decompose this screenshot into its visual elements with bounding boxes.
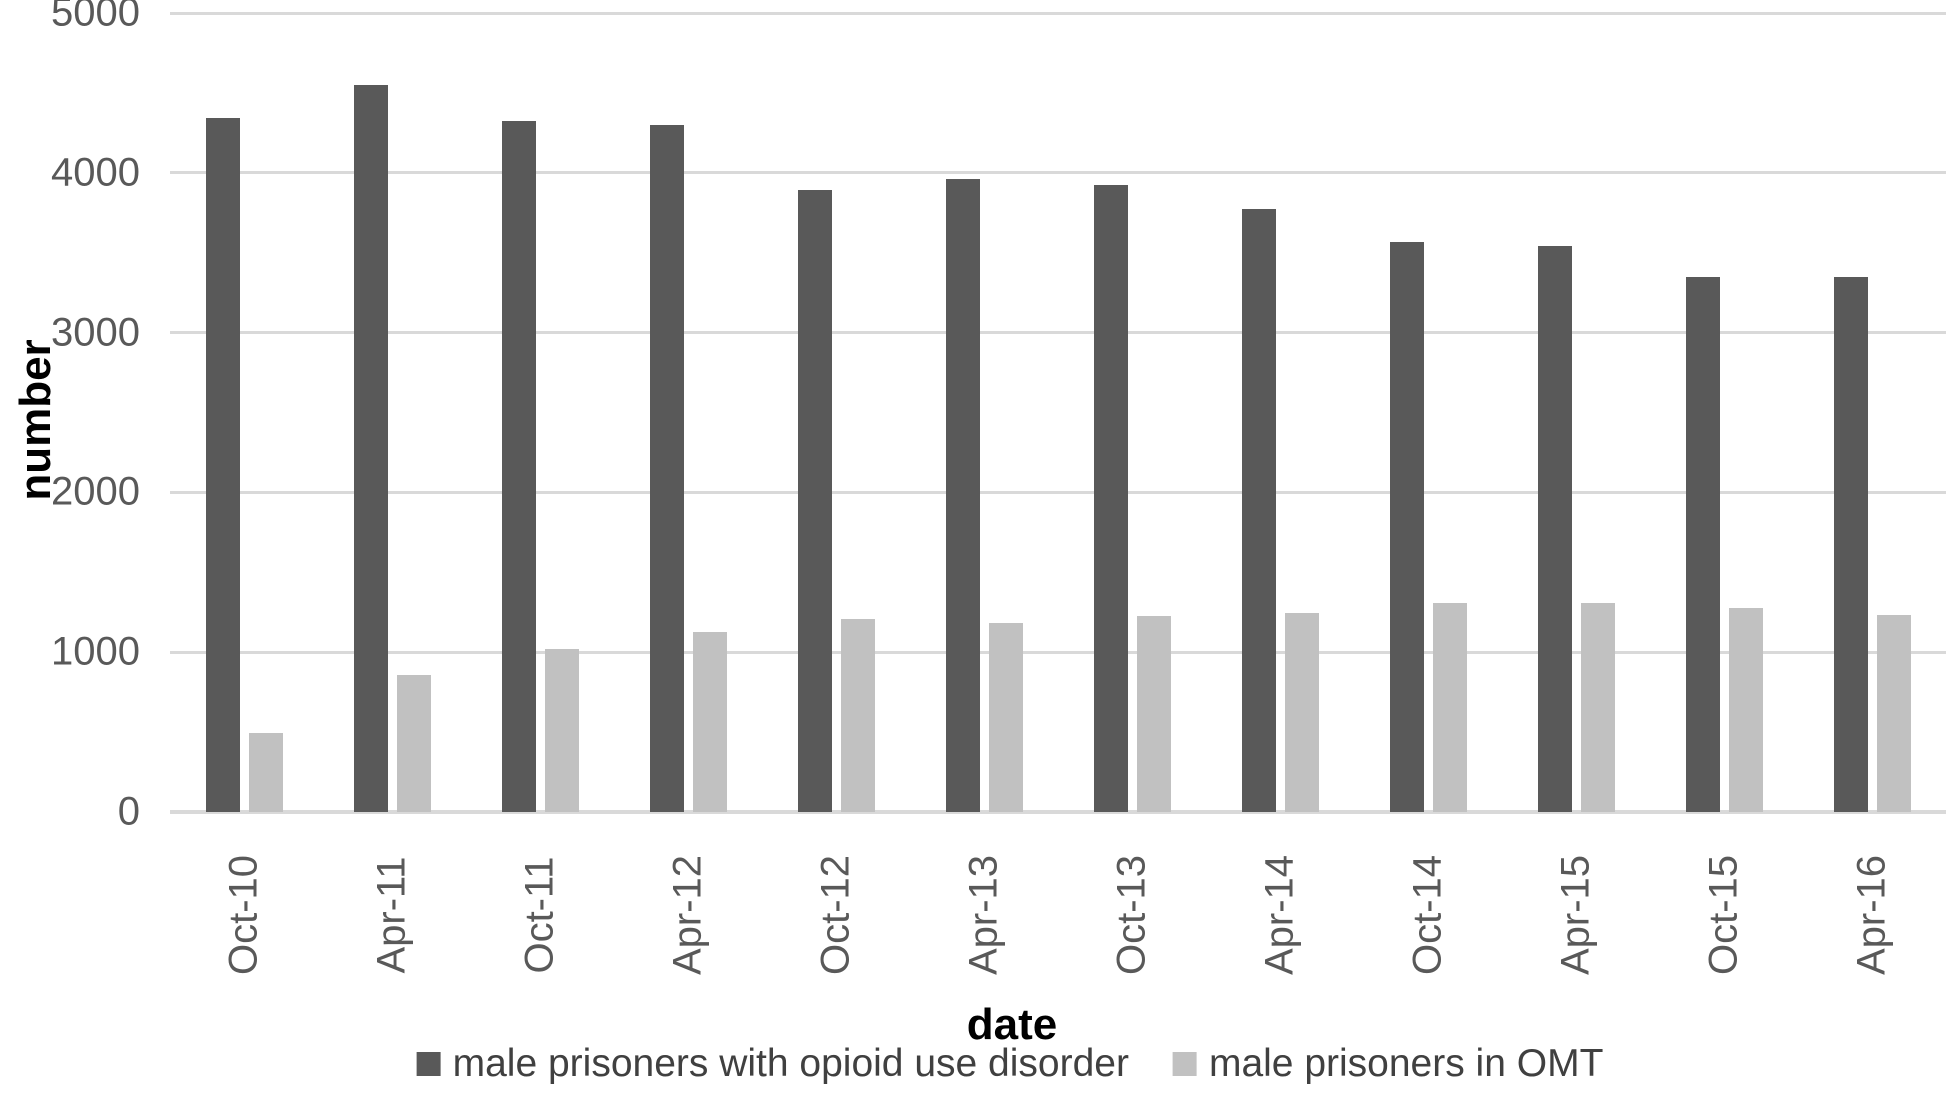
legend-entry-omt: male prisoners in OMT [1172, 1042, 1604, 1086]
x-tick-label-Oct-13: Oct-13 [1109, 854, 1154, 976]
gridline-1000 [170, 650, 1946, 654]
bar-omt-Apr-16 [1877, 615, 1911, 812]
bar-omt-Apr-14 [1285, 613, 1319, 812]
bar-opioid-use-disorder-Oct-15 [1686, 277, 1720, 812]
x-tick-label-Oct-10: Oct-10 [221, 854, 266, 976]
legend-label: male prisoners with opioid use disorder [452, 1042, 1129, 1085]
y-tick-label-4000: 4000 [51, 150, 140, 195]
x-tick-label-Oct-12: Oct-12 [813, 854, 858, 976]
y-tick-label-2000: 2000 [51, 469, 140, 514]
x-tick-label-Apr-12: Apr-12 [665, 854, 710, 976]
bar-omt-Oct-14 [1433, 603, 1467, 812]
bar-opioid-use-disorder-Oct-11 [502, 120, 536, 812]
gridline-3000 [170, 331, 1946, 335]
bar-omt-Oct-15 [1729, 608, 1763, 812]
plot-area [170, 11, 1946, 814]
x-tick-label-Apr-14: Apr-14 [1257, 854, 1302, 976]
y-tick-label-3000: 3000 [51, 310, 140, 355]
x-tick-label-Apr-13: Apr-13 [961, 854, 1006, 976]
bar-omt-Apr-13 [989, 623, 1023, 812]
bar-opioid-use-disorder-Oct-14 [1390, 241, 1424, 812]
x-tick-label-Oct-14: Oct-14 [1405, 854, 1450, 976]
gridline-2000 [170, 490, 1946, 494]
gridline-4000 [170, 171, 1946, 175]
bar-opioid-use-disorder-Apr-13 [946, 179, 980, 812]
legend-label: male prisoners in OMT [1208, 1042, 1604, 1085]
x-axis-line [170, 810, 1946, 814]
bar-omt-Apr-15 [1581, 602, 1615, 812]
x-axis-title: date [966, 1000, 1058, 1049]
bar-omt-Oct-10 [249, 732, 283, 812]
legend-swatch-icon [416, 1052, 441, 1076]
x-tick-label-Oct-15: Oct-15 [1701, 854, 1746, 976]
bar-opioid-use-disorder-Apr-14 [1242, 208, 1276, 812]
gridline-5000 [170, 11, 1946, 15]
bar-omt-Apr-11 [397, 675, 431, 812]
y-tick-label-5000: 5000 [51, 0, 140, 35]
y-tick-label-1000: 1000 [51, 629, 140, 674]
y-tick-label-0: 0 [117, 789, 140, 834]
legend: male prisoners with opioid use disorder m… [416, 1042, 1604, 1086]
x-tick-label-Apr-15: Apr-15 [1553, 854, 1598, 976]
bar-omt-Oct-13 [1137, 616, 1171, 812]
bar-omt-Oct-12 [841, 618, 875, 812]
x-tick-label-Apr-16: Apr-16 [1849, 854, 1894, 976]
bar-omt-Apr-12 [693, 632, 727, 812]
bar-opioid-use-disorder-Oct-10 [206, 118, 240, 812]
x-tick-label-Oct-11: Oct-11 [517, 856, 562, 974]
bar-opioid-use-disorder-Apr-16 [1834, 276, 1868, 812]
bar-opioid-use-disorder-Apr-11 [354, 84, 388, 812]
bar-opioid-use-disorder-Oct-12 [798, 189, 832, 812]
x-tick-label-Apr-11: Apr-11 [369, 856, 414, 974]
bar-opioid-use-disorder-Apr-15 [1538, 245, 1572, 812]
bar-omt-Oct-11 [545, 649, 579, 812]
legend-entry-opioid-use-disorder: male prisoners with opioid use disorder [416, 1042, 1129, 1086]
bar-opioid-use-disorder-Apr-12 [650, 124, 684, 812]
bar-opioid-use-disorder-Oct-13 [1094, 184, 1128, 812]
legend-swatch-icon [1172, 1052, 1197, 1076]
